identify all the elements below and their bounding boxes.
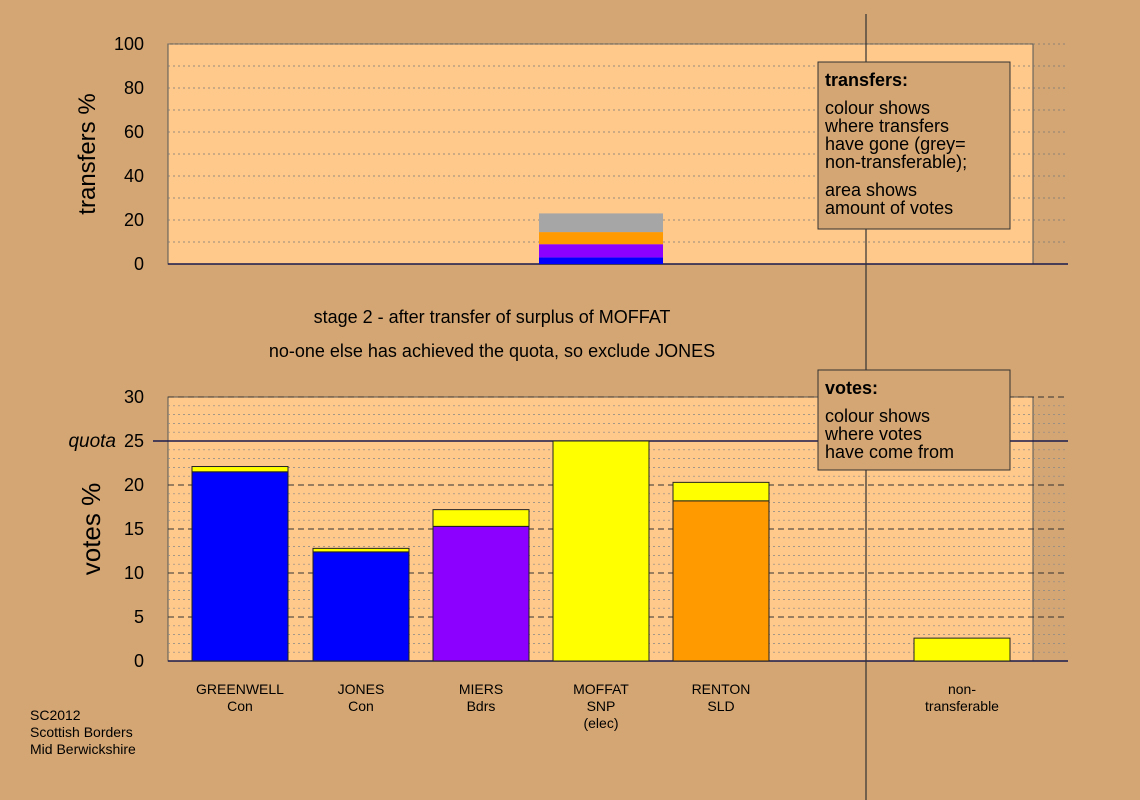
- y-tick-label: 15: [124, 519, 144, 539]
- legend-box: [817, 61, 1011, 230]
- stage-caption: stage 2 - after transfer of surplus of M…: [314, 307, 671, 327]
- vote-bar-segment: [432, 509, 530, 527]
- vote-bar-segment: [312, 547, 410, 553]
- legend-line: where votes: [824, 424, 922, 444]
- y-tick-label: 60: [124, 122, 144, 142]
- transfer-segment: [539, 232, 663, 245]
- transfer-segment: [539, 257, 663, 264]
- legend-title: votes:: [825, 378, 878, 398]
- transfer-segment: [539, 244, 663, 258]
- legend-line: where transfers: [824, 116, 949, 136]
- y-axis-label: votes %: [76, 483, 106, 576]
- y-tick-label: 20: [124, 210, 144, 230]
- legend-box: [817, 369, 1011, 471]
- legend-line: non-transferable);: [825, 152, 967, 172]
- vote-bar-segment: [432, 525, 530, 662]
- vote-bar-segment: [913, 637, 1011, 662]
- legend-title: transfers:: [825, 70, 908, 90]
- exclusion-caption: no-one else has achieved the quota, so e…: [269, 341, 715, 361]
- legend-line: area shows: [825, 180, 917, 200]
- x-category-label: Con: [348, 698, 374, 714]
- legend-line: have gone (grey=: [825, 134, 966, 154]
- footer-line-3: Mid Berwickshire: [30, 741, 136, 757]
- y-tick-label: 100: [114, 34, 144, 54]
- y-tick-label: 80: [124, 78, 144, 98]
- x-category-label: SNP: [587, 698, 616, 714]
- y-tick-label: 5: [134, 607, 144, 627]
- x-category-label: JONES: [338, 681, 385, 697]
- y-tick-label: 20: [124, 475, 144, 495]
- legend-line: colour shows: [825, 98, 930, 118]
- x-category-label: transferable: [925, 698, 999, 714]
- vote-bar-segment: [312, 551, 410, 662]
- y-tick-label: 10: [124, 563, 144, 583]
- quota-label: quota: [68, 431, 116, 452]
- x-category-label: Bdrs: [467, 698, 496, 714]
- vote-bar-segment: [191, 466, 289, 473]
- x-category-label: MOFFAT: [573, 681, 629, 697]
- x-category-label: MIERS: [459, 681, 503, 697]
- x-category-label: RENTON: [692, 681, 751, 697]
- x-category-label: (elec): [583, 715, 618, 731]
- vote-bar-segment: [672, 500, 770, 662]
- y-tick-label: 40: [124, 166, 144, 186]
- vote-bar-segment: [672, 481, 770, 502]
- vote-bar-segment: [191, 471, 289, 662]
- legend-line: colour shows: [825, 406, 930, 426]
- x-category-label: Con: [227, 698, 253, 714]
- y-tick-label: 0: [134, 651, 144, 671]
- x-category-label: SLD: [707, 698, 734, 714]
- y-tick-label: 0: [134, 254, 144, 274]
- y-tick-label: 25: [124, 431, 144, 451]
- legend-line: have come from: [825, 442, 954, 462]
- footer-line-1: SC2012: [30, 707, 81, 723]
- legend-line: amount of votes: [825, 198, 953, 218]
- vote-bar-segment: [552, 440, 650, 662]
- transfer-segment: [539, 213, 663, 233]
- y-axis-label: transfers %: [74, 93, 101, 214]
- x-category-label: GREENWELL: [196, 681, 284, 697]
- x-category-label: non-: [948, 681, 976, 697]
- footer-line-2: Scottish Borders: [30, 724, 133, 740]
- y-tick-label: 30: [124, 387, 144, 407]
